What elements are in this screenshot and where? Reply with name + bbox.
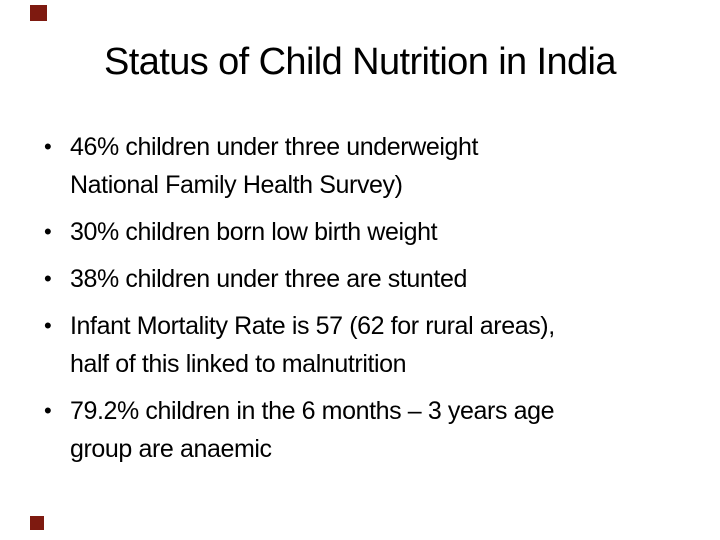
bullet-text-line: Infant Mortality Rate is 57 (62 for rura…	[70, 312, 555, 340]
bullet-marker: •	[44, 313, 52, 338]
bullet-item-anaemic: • 79.2% children in the 6 months – 3 yea…	[44, 392, 680, 468]
bullet-item-underweight: • 46% children under three underweight N…	[44, 128, 680, 204]
bullet-text-line: 79.2% children in the 6 months – 3 years…	[70, 397, 555, 425]
bullet-list: • 46% children under three underweight N…	[44, 128, 680, 477]
bullet-text-line: 30% children born low birth weight	[70, 218, 438, 246]
slide-title: Status of Child Nutrition in India	[104, 41, 616, 83]
bullet-item-infant-mortality: • Infant Mortality Rate is 57 (62 for ru…	[44, 307, 680, 383]
bullet-text-line: half of this linked to malnutrition	[70, 350, 407, 378]
bullet-text: 79.2% children in the 6 months – 3 years…	[70, 392, 680, 468]
bullet-text-line: 46% children under three underweight	[70, 133, 479, 161]
bullet-text: 46% children under three underweight Nat…	[70, 128, 680, 204]
corner-accent-square-bottom	[30, 516, 44, 530]
bullet-marker: •	[44, 134, 52, 159]
bullet-marker: •	[44, 266, 52, 291]
bullet-marker: •	[44, 219, 52, 244]
bullet-text: 30% children born low birth weight	[70, 213, 680, 251]
bullet-item-low-birth-weight: • 30% children born low birth weight	[44, 213, 680, 251]
bullet-item-stunted: • 38% children under three are stunted	[44, 260, 680, 298]
bullet-text: Infant Mortality Rate is 57 (62 for rura…	[70, 307, 680, 383]
corner-accent-square-top	[30, 5, 47, 21]
bullet-marker: •	[44, 398, 52, 423]
bullet-text-line: 38% children under three are stunted	[70, 265, 467, 293]
bullet-text-line: National Family Health Survey)	[70, 171, 403, 199]
bullet-text-line: group are anaemic	[70, 435, 272, 463]
bullet-text: 38% children under three are stunted	[70, 260, 680, 298]
